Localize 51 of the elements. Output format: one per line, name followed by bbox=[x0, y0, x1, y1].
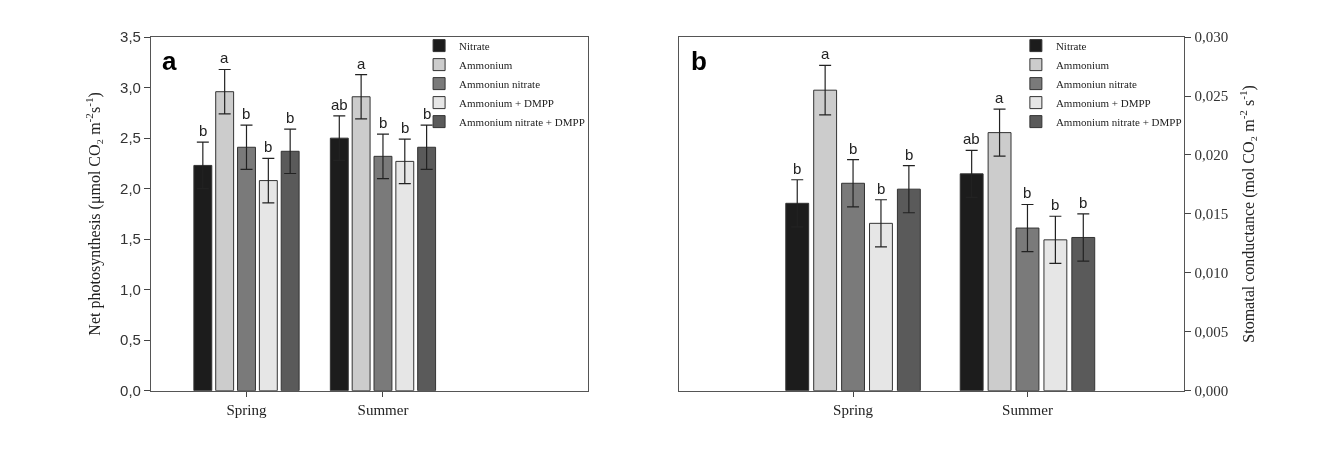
legend-label: Nitrate bbox=[1055, 39, 1087, 52]
legend-label: Ammonium nitrate + DMPP bbox=[1055, 115, 1182, 128]
data-label: a bbox=[995, 89, 1004, 106]
data-label: a bbox=[821, 45, 830, 62]
y-tick-label: 0,0 bbox=[120, 381, 141, 399]
legend-label: Ammonium bbox=[1055, 58, 1110, 71]
data-label: b bbox=[1051, 196, 1060, 213]
legend-label: Nitrate bbox=[459, 39, 490, 52]
x-tick-label: Summer bbox=[357, 401, 409, 418]
y2-tick-label: 0,000 bbox=[1194, 382, 1229, 399]
data-label: b bbox=[905, 146, 914, 163]
y-tick-label: 2,5 bbox=[120, 129, 141, 147]
legend-label: Ammonium bbox=[459, 58, 513, 71]
y2-tick-label: 0,010 bbox=[1194, 265, 1229, 282]
x-tick-label: Summer bbox=[1002, 401, 1053, 418]
data-label: b bbox=[1023, 184, 1032, 201]
y-tick-label: 1,5 bbox=[120, 230, 141, 248]
data-label: a bbox=[357, 55, 366, 72]
data-label: b bbox=[877, 180, 886, 197]
y2-tick-label: 0,015 bbox=[1194, 206, 1229, 223]
legend-label: Ammonium + DMPP bbox=[459, 96, 554, 109]
data-label: b bbox=[286, 109, 295, 126]
y2-tick-label: 0,005 bbox=[1194, 323, 1229, 340]
y-tick-label: 3,5 bbox=[120, 28, 141, 46]
y-tick-label: 3,0 bbox=[120, 78, 141, 96]
y-tick-label: 0,5 bbox=[120, 331, 141, 349]
data-label: ab bbox=[963, 130, 980, 147]
data-label: b bbox=[793, 160, 802, 177]
y2-tick-label: 0,025 bbox=[1194, 88, 1229, 105]
data-label: b bbox=[401, 119, 410, 136]
x-tick-label: Spring bbox=[226, 401, 267, 418]
text: a bbox=[162, 46, 177, 76]
legend-label: Ammonium nitrate + DMPP bbox=[459, 115, 585, 128]
data-label: ab bbox=[331, 96, 348, 113]
data-label: b bbox=[264, 138, 273, 155]
y2-tick-label: 0,030 bbox=[1194, 29, 1229, 46]
x-tick-label: Spring bbox=[833, 401, 874, 418]
y-tick-label: 2,0 bbox=[120, 179, 141, 197]
legend-label: Ammoniun nitrate bbox=[1055, 77, 1137, 90]
data-label: b bbox=[849, 140, 858, 157]
data-label: b bbox=[379, 114, 388, 131]
legend-label: Ammonium + DMPP bbox=[1055, 96, 1151, 109]
y-tick-label: 1,0 bbox=[120, 280, 141, 298]
annotation: b bbox=[691, 46, 707, 76]
data-label: b bbox=[1079, 194, 1088, 211]
data-label: b bbox=[199, 122, 208, 139]
data-label: b bbox=[242, 105, 251, 122]
y2-tick-label: 0,020 bbox=[1194, 147, 1229, 164]
data-label: b bbox=[423, 105, 432, 122]
data-label: a bbox=[220, 49, 229, 66]
legend-label: Ammoniun nitrate bbox=[459, 77, 541, 90]
